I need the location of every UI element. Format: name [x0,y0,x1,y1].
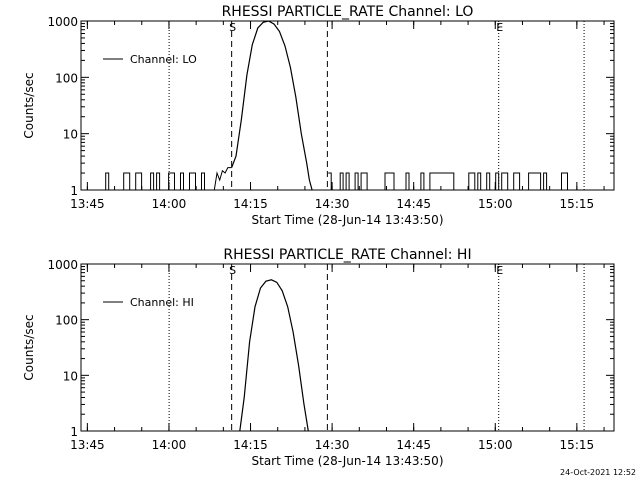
chart-title: RHESSI PARTICLE_RATE Channel: LO [222,4,474,20]
marker-label: S [229,21,236,34]
footer-timestamp: 24-Oct-2021 12:52 [560,468,636,477]
y-tick-label: 100 [55,71,78,85]
x-tick-label: 14:15 [233,438,268,452]
plot-frame [80,20,615,191]
y-tick-label: 1000 [47,15,78,29]
x-tick-label: 14:30 [315,197,350,211]
x-tick-label: 15:00 [478,438,513,452]
legend-entry: Channel: LO [130,53,197,66]
y-axis-label: Counts/sec [22,314,36,380]
x-tick-label: 14:30 [315,438,350,452]
x-tick-label: 14:15 [233,197,268,211]
y-tick-label: 1 [70,184,78,198]
x-tick-label: 14:45 [396,438,431,452]
series-line [239,279,309,432]
y-tick-label: 10 [63,128,78,142]
noise-line [102,172,217,191]
x-tick-label: 14:00 [152,197,187,211]
chart-title: RHESSI PARTICLE_RATE Channel: HI [223,247,471,263]
noise-line [213,167,232,191]
y-tick-label: 1000 [47,258,78,272]
x-axis-label: Start Time (28-Jun-14 13:43:50) [252,213,444,227]
plot-frame [80,263,615,432]
marker-label: S [229,264,236,277]
y-tick-label: 1 [70,425,78,439]
x-tick-label: 15:15 [560,438,595,452]
x-tick-label: 13:45 [70,197,105,211]
x-tick-label: 14:45 [396,197,431,211]
y-tick-label: 100 [55,314,78,328]
x-tick-label: 14:00 [152,438,187,452]
marker-label: E [496,21,503,34]
chart-panel-hi: RHESSI PARTICLE_RATE Channel: HI Counts/s… [22,247,615,468]
series-line [231,20,313,191]
x-tick-label: 15:15 [560,197,595,211]
legend-entry: Channel: HI [130,296,194,309]
marker-label: E [496,264,503,277]
y-tick-label: 10 [63,369,78,383]
y-axis-label: Counts/sec [22,72,36,138]
chart-panel-lo: RHESSI PARTICLE_RATE Channel: LO Counts/s… [22,4,615,227]
x-tick-label: 15:00 [478,197,513,211]
noise-line [328,172,589,191]
x-axis-label: Start Time (28-Jun-14 13:43:50) [252,454,444,468]
x-tick-label: 13:45 [70,438,105,452]
